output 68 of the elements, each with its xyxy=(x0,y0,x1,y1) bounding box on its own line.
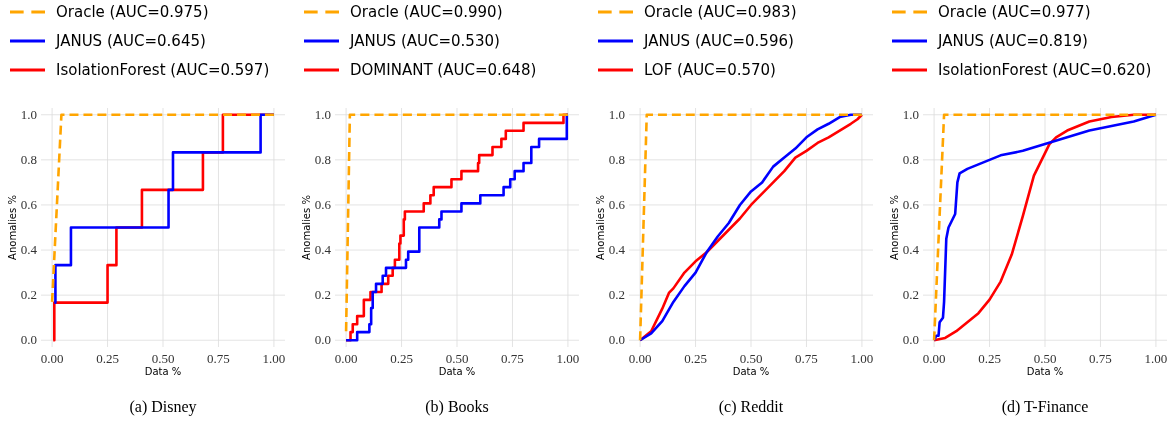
legend-label: IsolationForest (AUC=0.620) xyxy=(938,61,1152,79)
y-tick-label: 0.4 xyxy=(608,242,626,258)
x-tick-label: 0.25 xyxy=(96,351,119,366)
legend-label: JANUS (AUC=0.819) xyxy=(937,32,1088,50)
x-axis-title: Data % xyxy=(1026,366,1064,377)
x-tick-label: 0.75 xyxy=(207,351,230,366)
x-tick-label: 1.00 xyxy=(1144,351,1168,366)
y-tick-label: 0.2 xyxy=(20,287,37,303)
y-tick-label: 0.2 xyxy=(314,287,331,303)
x-tick-label: 0.00 xyxy=(334,351,358,366)
legend-label: LOF (AUC=0.570) xyxy=(644,61,776,79)
x-tick-label: 0.50 xyxy=(1033,351,1057,366)
y-tick-label: 1.0 xyxy=(902,106,919,122)
x-axis-title: Data % xyxy=(144,366,182,377)
text: (d) T-Finance xyxy=(1001,398,1089,416)
legend-label: JANUS (AUC=0.645) xyxy=(55,32,206,50)
legend-label: JANUS (AUC=0.596) xyxy=(643,32,794,50)
x-tick-label: 0.75 xyxy=(795,351,818,366)
x-tick-label: 0.00 xyxy=(40,351,64,366)
x-tick-label: 0.00 xyxy=(922,351,946,366)
y-tick-label: 1.0 xyxy=(314,106,331,122)
text: (a) Disney xyxy=(129,398,197,416)
y-tick-label: 0.0 xyxy=(314,332,331,348)
y-axis-title: Anomalies % xyxy=(595,195,606,260)
legend-label: Oracle (AUC=0.990) xyxy=(350,3,503,21)
y-tick-label: 0.6 xyxy=(314,196,332,212)
y-tick-label: 0.2 xyxy=(902,287,919,303)
x-tick-label: 0.75 xyxy=(1089,351,1112,366)
x-tick-label: 0.25 xyxy=(978,351,1001,366)
x-tick-label: 0.00 xyxy=(628,351,652,366)
x-tick-label: 0.25 xyxy=(684,351,707,366)
legend-label: DOMINANT (AUC=0.648) xyxy=(350,61,537,79)
y-axis-title: Anomalies % xyxy=(889,195,900,260)
y-tick-label: 0.6 xyxy=(902,196,920,212)
y-tick-label: 0.4 xyxy=(314,242,332,258)
y-tick-label: 1.0 xyxy=(608,106,625,122)
y-axis-title: Anomalies % xyxy=(301,195,312,260)
y-tick-label: 0.2 xyxy=(608,287,625,303)
y-axis-title: Anomalies % xyxy=(7,195,18,260)
y-tick-label: 0.8 xyxy=(314,151,331,167)
y-tick-label: 1.0 xyxy=(20,106,37,122)
y-tick-label: 0.4 xyxy=(20,242,38,258)
x-tick-label: 1.00 xyxy=(262,351,286,366)
x-axis-title: Data % xyxy=(732,366,770,377)
x-tick-label: 0.50 xyxy=(739,351,763,366)
y-tick-label: 0.8 xyxy=(608,151,625,167)
y-tick-label: 0.4 xyxy=(902,242,920,258)
x-tick-label: 0.50 xyxy=(151,351,175,366)
y-tick-label: 0.8 xyxy=(20,151,37,167)
text: (b) Books xyxy=(425,398,489,416)
x-tick-label: 0.50 xyxy=(445,351,469,366)
y-tick-label: 0.8 xyxy=(902,151,919,167)
y-tick-label: 0.0 xyxy=(608,332,625,348)
x-axis-title: Data % xyxy=(438,366,476,377)
legend-label: IsolationForest (AUC=0.597) xyxy=(56,61,270,79)
legend-label: Oracle (AUC=0.977) xyxy=(938,3,1091,21)
text: (c) Reddit xyxy=(718,398,784,416)
x-tick-label: 0.25 xyxy=(390,351,413,366)
y-tick-label: 0.0 xyxy=(902,332,919,348)
y-tick-label: 0.6 xyxy=(608,196,626,212)
legend-label: Oracle (AUC=0.983) xyxy=(644,3,797,21)
x-tick-label: 1.00 xyxy=(556,351,580,366)
legend-label: JANUS (AUC=0.530) xyxy=(349,32,500,50)
x-tick-label: 0.75 xyxy=(501,351,524,366)
legend-label: Oracle (AUC=0.975) xyxy=(56,3,209,21)
y-tick-label: 0.6 xyxy=(20,196,38,212)
x-tick-label: 1.00 xyxy=(850,351,874,366)
y-tick-label: 0.0 xyxy=(20,332,37,348)
